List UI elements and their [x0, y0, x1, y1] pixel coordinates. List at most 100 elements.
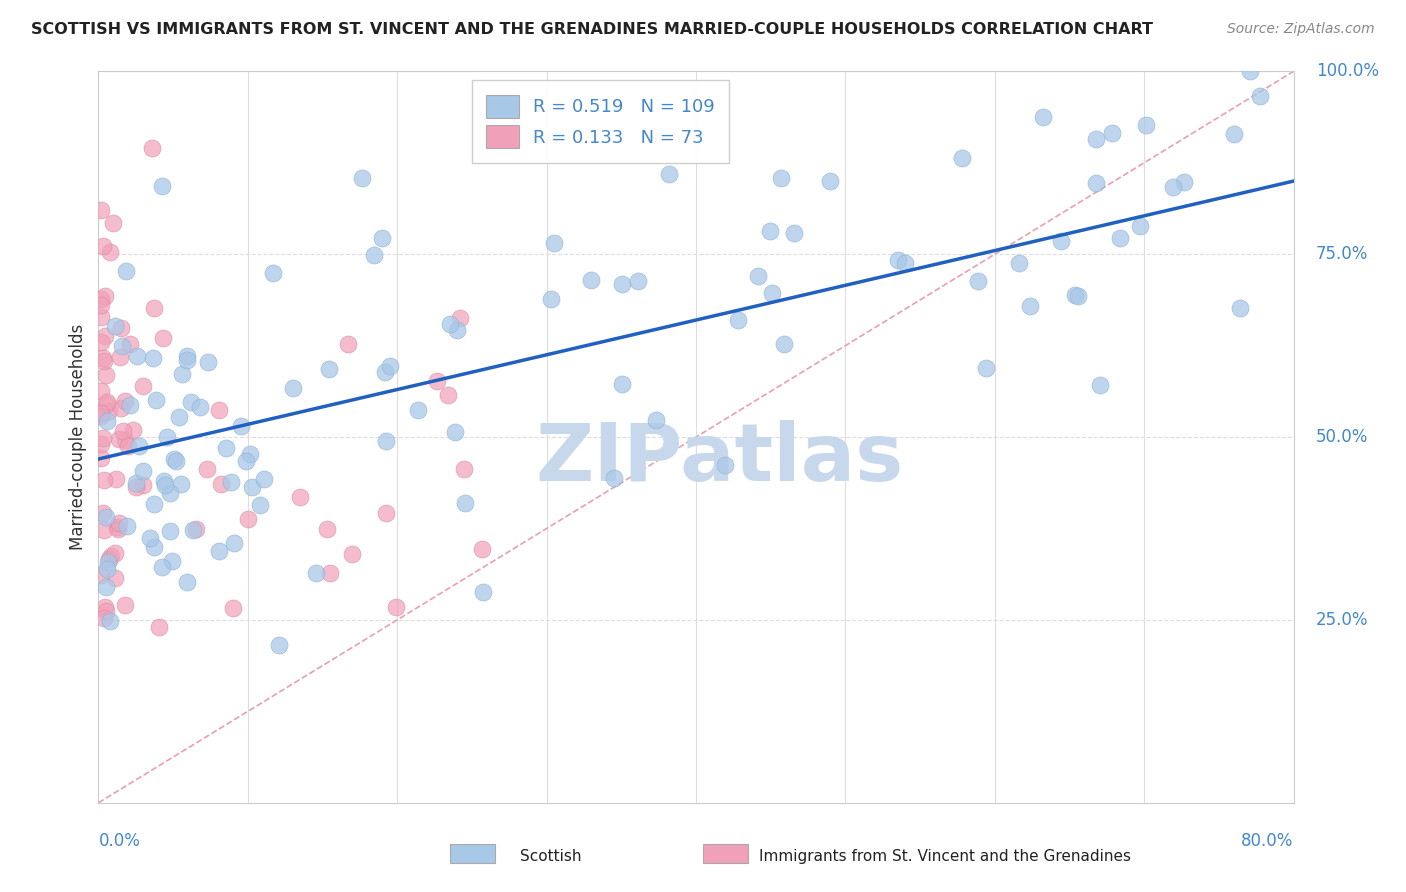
Point: [425, 375, 447, 389]
Point: [165, 454, 187, 468]
Point: [1018, 299, 1040, 313]
Point: [645, 412, 668, 426]
Point: [224, 536, 246, 550]
Point: [96, 395, 118, 409]
Point: [540, 292, 562, 306]
Point: [453, 462, 475, 476]
Point: [370, 231, 392, 245]
Point: [770, 170, 793, 185]
Point: [110, 321, 132, 335]
Point: [114, 598, 136, 612]
Point: [773, 337, 796, 351]
Point: [305, 566, 328, 580]
Point: [145, 392, 167, 407]
Text: 100.0%: 100.0%: [1316, 62, 1379, 80]
Point: [163, 451, 186, 466]
Point: [1161, 179, 1184, 194]
Point: [363, 248, 385, 262]
Point: [94, 580, 117, 594]
Point: [114, 264, 136, 278]
Point: [603, 471, 626, 485]
Point: [98, 403, 121, 417]
Point: [132, 464, 155, 478]
Point: [90, 437, 112, 451]
Point: [125, 476, 148, 491]
Point: [612, 376, 634, 391]
Point: [111, 339, 134, 353]
Point: [1084, 176, 1107, 190]
Point: [1085, 132, 1108, 146]
Point: [153, 478, 176, 492]
Point: [115, 519, 138, 533]
Point: [159, 485, 181, 500]
Point: [658, 167, 681, 181]
Point: [374, 434, 396, 449]
Point: [96, 604, 118, 618]
Point: [132, 478, 155, 492]
Point: [385, 600, 408, 615]
Point: [93, 239, 115, 253]
Point: [90, 451, 112, 466]
Point: [269, 638, 291, 652]
Point: [197, 354, 219, 368]
Point: [188, 400, 211, 414]
Point: [1067, 289, 1090, 303]
Point: [93, 354, 115, 368]
Point: [105, 520, 128, 534]
Point: [97, 555, 120, 569]
Point: [152, 560, 174, 574]
Point: [281, 380, 304, 394]
Point: [176, 575, 198, 590]
Point: [1229, 301, 1251, 315]
Point: [117, 439, 139, 453]
Point: [125, 349, 148, 363]
Point: [143, 540, 166, 554]
Point: [262, 266, 284, 280]
Text: Immigrants from St. Vincent and the Grenadines: Immigrants from St. Vincent and the Gren…: [759, 849, 1132, 863]
Text: 80.0%: 80.0%: [1241, 832, 1294, 850]
Point: [118, 398, 141, 412]
Point: [143, 301, 166, 315]
Point: [132, 379, 155, 393]
Point: [91, 506, 114, 520]
Point: [579, 273, 602, 287]
Point: [94, 289, 117, 303]
Point: [98, 614, 121, 628]
Point: [100, 549, 122, 564]
Point: [444, 425, 467, 439]
Text: Source: ZipAtlas.com: Source: ZipAtlas.com: [1227, 22, 1375, 37]
Point: [543, 236, 565, 251]
Point: [974, 360, 997, 375]
Point: [758, 224, 780, 238]
Point: [96, 397, 118, 411]
Point: [436, 388, 458, 402]
Point: [350, 170, 373, 185]
Point: [142, 351, 165, 366]
Point: [290, 490, 312, 504]
Point: [222, 600, 245, 615]
Point: [894, 256, 917, 270]
Point: [408, 402, 430, 417]
Point: [340, 547, 363, 561]
Point: [90, 568, 112, 582]
Point: [114, 433, 136, 447]
Text: 50.0%: 50.0%: [1316, 428, 1368, 446]
Point: [1129, 219, 1152, 233]
Point: [471, 542, 494, 557]
Point: [1249, 89, 1271, 103]
Point: [90, 335, 112, 350]
Point: [215, 441, 238, 455]
Point: [236, 511, 259, 525]
Point: [114, 394, 136, 409]
Point: [141, 141, 163, 155]
Point: [94, 599, 117, 614]
Point: [180, 394, 202, 409]
Legend: R = 0.519   N = 109, R = 0.133   N = 73: R = 0.519 N = 109, R = 0.133 N = 73: [471, 80, 730, 163]
Point: [1032, 110, 1054, 124]
Point: [128, 439, 150, 453]
Point: [124, 480, 146, 494]
Point: [90, 310, 112, 325]
Point: [170, 477, 193, 491]
Point: [96, 562, 118, 576]
Point: [235, 453, 257, 467]
